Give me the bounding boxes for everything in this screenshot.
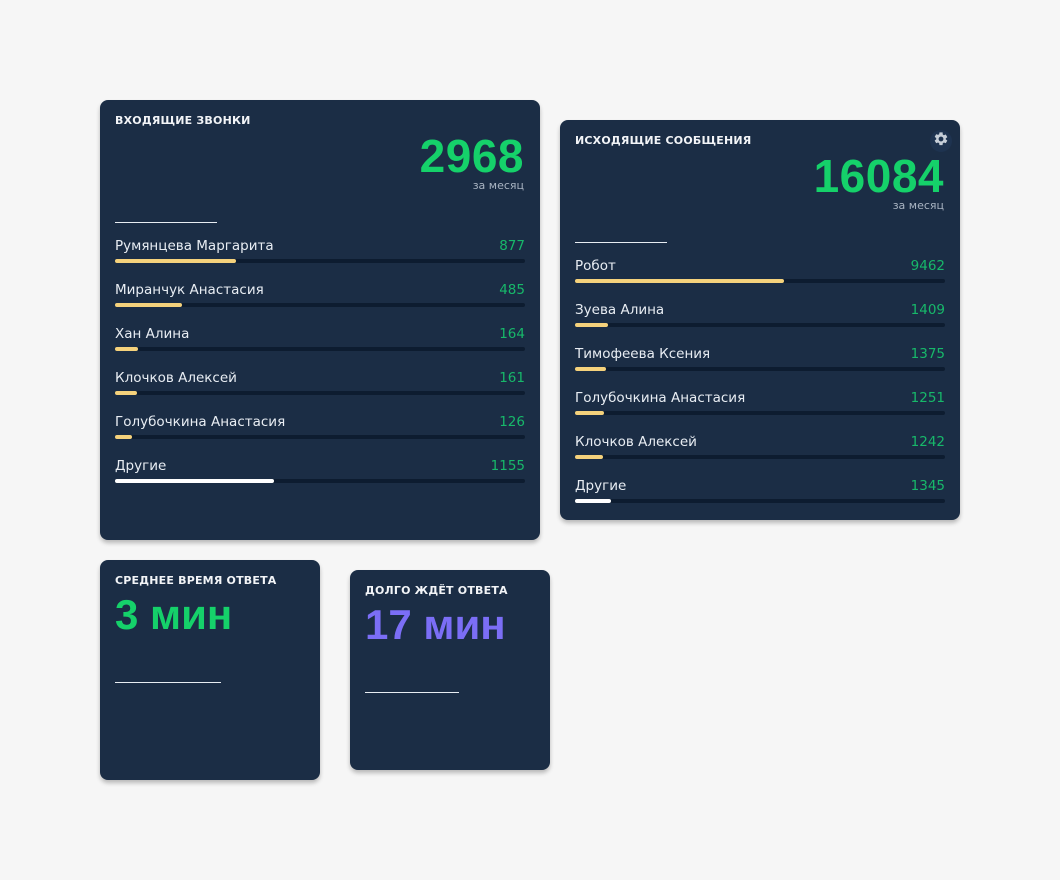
total-count: 16084: [813, 150, 944, 202]
progress-fill: [575, 279, 785, 283]
divider: [115, 222, 217, 223]
list-item: Голубочкина Анастасия 126: [115, 414, 525, 458]
progress-fill: [575, 455, 604, 459]
progress-track: [115, 435, 525, 439]
list-item: Клочков Алексей 161: [115, 370, 525, 414]
progress-fill: [115, 479, 275, 483]
row-name: Румянцева Маргарита: [115, 238, 274, 254]
progress-track: [115, 259, 525, 263]
list-item: Другие 1345: [575, 478, 945, 522]
progress-track: [115, 347, 525, 351]
card-title: Исходящие сообщения: [575, 134, 752, 147]
progress-track: [575, 455, 945, 459]
row-name: Голубочкина Анастасия: [115, 414, 286, 430]
row-value: 1251: [910, 390, 945, 406]
progress-track: [575, 367, 945, 371]
row-name: Голубочкина Анастасия: [575, 390, 746, 406]
row-name: Робот: [575, 258, 616, 274]
list-item: Зуева Алина 1409: [575, 302, 945, 346]
period-label: за месяц: [892, 199, 944, 212]
total-count: 2968: [419, 130, 524, 182]
long-wait-value: 17 мин: [365, 601, 506, 648]
divider: [365, 692, 459, 693]
row-name: Клочков Алексей: [575, 434, 697, 450]
row-value: 1375: [910, 346, 945, 362]
row-value: 9462: [910, 258, 945, 274]
progress-track: [115, 391, 525, 395]
progress-fill: [115, 259, 236, 263]
long-wait-card: Долго ждёт ответа 17 мин: [350, 570, 550, 770]
row-name: Зуева Алина: [575, 302, 665, 318]
progress-track: [575, 411, 945, 415]
list-item: Тимофеева Ксения 1375: [575, 346, 945, 390]
progress-fill: [575, 323, 608, 327]
row-value: 877: [499, 238, 525, 254]
progress-fill: [115, 347, 138, 351]
progress-fill: [575, 499, 611, 503]
progress-fill: [575, 367, 607, 371]
divider: [115, 682, 221, 683]
incoming-calls-card: Входящие звонки 2968 за месяц Румянцева …: [100, 100, 540, 540]
row-value: 1242: [910, 434, 945, 450]
row-value: 1409: [910, 302, 945, 318]
progress-track: [115, 303, 525, 307]
breakdown-list: Румянцева Маргарита 877 Миранчук Анастасия…: [115, 238, 525, 502]
progress-track: [575, 279, 945, 283]
breakdown-list: Робот 9462 Зуева Алина 1409 Тимофеева Ксения…: [575, 258, 945, 522]
list-item: Робот 9462: [575, 258, 945, 302]
avg-response-card: Среднее время ответа 3 мин: [100, 560, 320, 780]
card-title: Входящие звонки: [115, 114, 251, 127]
row-name: Миранчук Анастасия: [115, 282, 264, 298]
progress-track: [575, 323, 945, 327]
list-item: Голубочкина Анастасия 1251: [575, 390, 945, 434]
list-item: Румянцева Маргарита 877: [115, 238, 525, 282]
row-value: 1345: [910, 478, 945, 494]
list-item: Клочков Алексей 1242: [575, 434, 945, 478]
progress-fill: [575, 411, 604, 415]
outgoing-messages-card: Исходящие сообщения 16084 за месяц Робот…: [560, 120, 960, 520]
card-title: Долго ждёт ответа: [365, 584, 508, 597]
row-name: Клочков Алексей: [115, 370, 237, 386]
list-item: Хан Алина 164: [115, 326, 525, 370]
gear-icon: [933, 131, 949, 151]
avg-response-value: 3 мин: [115, 591, 233, 638]
row-name: Тимофеева Ксения: [575, 346, 711, 362]
progress-fill: [115, 391, 138, 395]
list-item: Миранчук Анастасия 485: [115, 282, 525, 326]
row-name: Другие: [575, 478, 627, 494]
settings-button[interactable]: [930, 130, 952, 152]
row-value: 164: [499, 326, 525, 342]
progress-track: [575, 499, 945, 503]
progress-track: [115, 479, 525, 483]
card-title: Среднее время ответа: [115, 574, 277, 587]
row-value: 161: [499, 370, 525, 386]
period-label: за месяц: [472, 179, 524, 192]
progress-fill: [115, 303, 182, 307]
divider: [575, 242, 667, 243]
row-value: 126: [499, 414, 525, 430]
row-name: Хан Алина: [115, 326, 190, 342]
row-value: 1155: [490, 458, 525, 474]
list-item: Другие 1155: [115, 458, 525, 502]
progress-fill: [115, 435, 133, 439]
row-name: Другие: [115, 458, 167, 474]
row-value: 485: [499, 282, 525, 298]
